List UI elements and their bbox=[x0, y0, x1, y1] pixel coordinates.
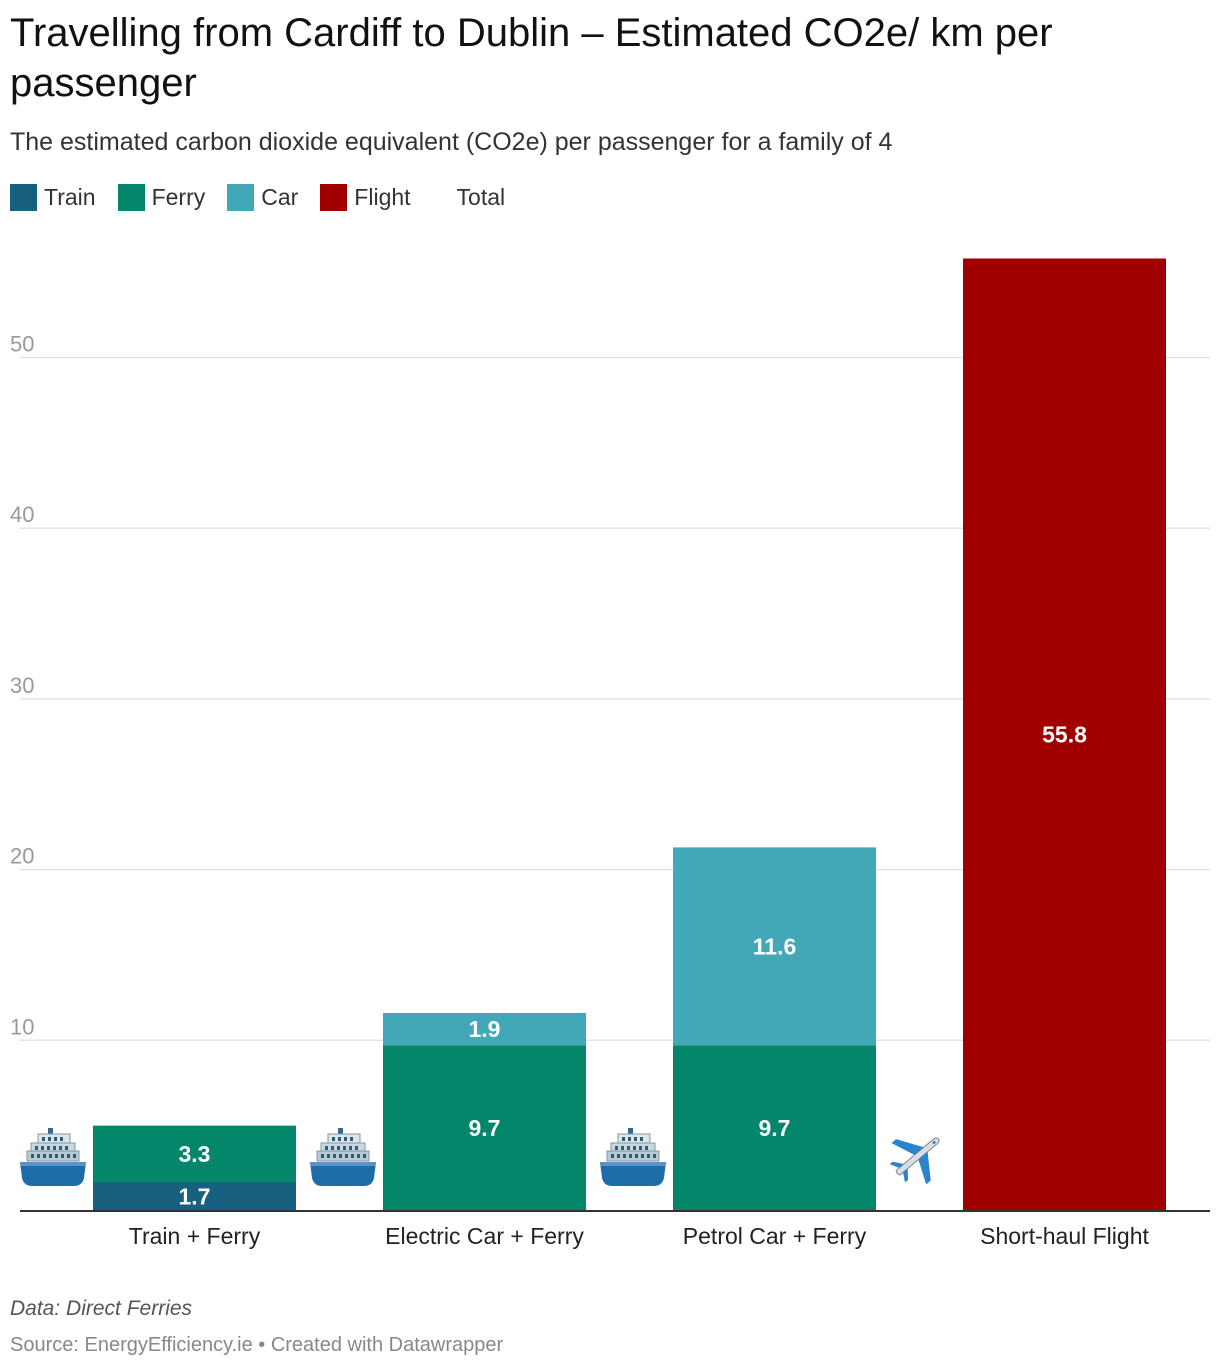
bar-car-2 bbox=[673, 847, 876, 1046]
legend-item-train: Train bbox=[10, 184, 96, 211]
legend-swatch-ferry bbox=[117, 184, 145, 211]
value-label-ferry-1: 9.7 bbox=[469, 1115, 501, 1141]
ship-icon bbox=[19, 1127, 87, 1187]
value-label-ferry-2: 9.7 bbox=[759, 1115, 791, 1141]
legend-label-ferry: Ferry bbox=[151, 184, 206, 210]
category-label-0: Train + Ferry bbox=[129, 1223, 261, 1249]
value-label-flight-3: 55.8 bbox=[1042, 722, 1087, 748]
legend-item-total: Total bbox=[457, 184, 506, 211]
value-label-car-1: 1.9 bbox=[469, 1016, 501, 1042]
category-label-1: Electric Car + Ferry bbox=[385, 1223, 584, 1249]
bar-train-0 bbox=[93, 1181, 296, 1211]
bar-flight-3 bbox=[963, 258, 1166, 1211]
chart-title: Travelling from Cardiff to Dublin – Esti… bbox=[10, 11, 1053, 105]
y-tick-label-40: 40 bbox=[10, 502, 34, 527]
legend-item-car: Car bbox=[227, 184, 298, 211]
airplane-icon bbox=[879, 1117, 957, 1195]
legend-item-ferry: Ferry bbox=[117, 184, 206, 211]
label-layer: 1.7 3.3 Train + Ferry 9.7 1.9 Electric Car + … bbox=[129, 722, 1150, 1249]
chart-subtitle: The estimated carbon dioxide equivalent … bbox=[10, 128, 893, 156]
legend-label-car: Car bbox=[261, 184, 299, 210]
legend-label-total: Total bbox=[456, 184, 506, 210]
legend-swatch-flight bbox=[320, 184, 348, 211]
y-tick-label-10: 10 bbox=[10, 1014, 34, 1039]
legend-swatch-train bbox=[10, 184, 37, 211]
ship-icon bbox=[309, 1127, 377, 1187]
legend-label-train: Train bbox=[44, 184, 96, 210]
bar-ferry-2 bbox=[673, 1045, 876, 1211]
legend-item-flight: Flight bbox=[320, 184, 411, 211]
footer-source: Source: EnergyEfficiency.ie • Created wi… bbox=[10, 1334, 504, 1356]
bar-ferry-0 bbox=[93, 1125, 296, 1182]
y-tick-label-50: 50 bbox=[10, 332, 34, 357]
legend: Train Ferry Car Flight Total bbox=[10, 184, 527, 211]
bar-car-1 bbox=[383, 1012, 586, 1046]
legend-label-flight: Flight bbox=[354, 184, 411, 210]
category-label-2: Petrol Car + Ferry bbox=[683, 1223, 867, 1249]
value-label-ferry-0: 3.3 bbox=[179, 1141, 211, 1167]
ship-icon bbox=[599, 1127, 667, 1187]
category-label-3: Short-haul Flight bbox=[980, 1223, 1149, 1249]
y-tick-label-20: 20 bbox=[10, 844, 34, 869]
footer-data-note: Data: Direct Ferries bbox=[10, 1297, 193, 1320]
bar-layer bbox=[93, 258, 1166, 1211]
legend-swatch-car bbox=[227, 184, 255, 211]
y-tick-label-30: 30 bbox=[10, 673, 34, 698]
value-label-car-2: 11.6 bbox=[753, 933, 797, 959]
value-label-train-0: 1.7 bbox=[179, 1183, 211, 1209]
bar-ferry-1 bbox=[383, 1045, 586, 1211]
